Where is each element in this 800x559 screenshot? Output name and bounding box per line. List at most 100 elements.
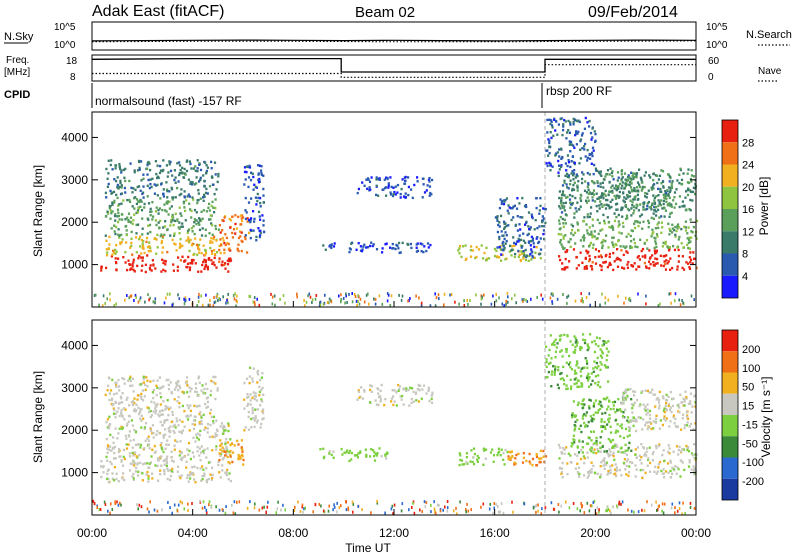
power-cell-8-42	[464, 244, 467, 247]
velocity-cell-6-5	[411, 387, 414, 390]
velocity-cell-2-268	[135, 403, 138, 406]
power-cell-14-119	[598, 171, 601, 175]
velocity-cell-11-54	[628, 429, 631, 432]
power-cell-10-78	[665, 259, 668, 262]
power-cell-0-57	[140, 269, 143, 272]
power-cell-2-78	[213, 211, 216, 214]
velocity-cell-9-169	[656, 470, 659, 473]
velocity-cell-1-128	[229, 453, 232, 457]
velocity-cell-12-48	[559, 372, 562, 376]
velocity-speckle-35	[678, 501, 681, 505]
power-cell-12-149	[576, 189, 579, 192]
power-cell-12-274	[564, 213, 567, 216]
power-cell-3-59	[190, 183, 193, 186]
power-cell-7-43	[407, 176, 410, 179]
velocity-cell-10-108	[620, 410, 623, 413]
velocity-cell-7-14	[469, 460, 472, 463]
velocity-cell-5-30	[357, 452, 360, 455]
power-cell-12-25	[591, 180, 594, 183]
power-cell-13-6	[557, 159, 560, 163]
velocity-cell-0-134	[141, 479, 144, 482]
power-cell-9-50	[512, 236, 515, 239]
power-cell-12-159	[664, 191, 667, 195]
velocity-cell-2-65	[198, 412, 201, 416]
power-cell-12-247	[566, 186, 569, 189]
velocity-cell-1-36	[179, 440, 182, 443]
power-cell-9-73	[523, 254, 526, 257]
power-cell-5-52	[245, 211, 248, 214]
power-cell-10-129	[663, 254, 666, 258]
power-cell-3-90	[120, 169, 123, 172]
velocity-speckle-181	[234, 512, 237, 516]
power-cell-9-152	[510, 218, 513, 222]
power-cell-1-95	[173, 242, 176, 245]
power-speckle-72	[507, 300, 509, 304]
power-cell-8-25	[519, 244, 523, 247]
power-cell-0-113	[152, 263, 155, 266]
power-cell-2-110	[184, 219, 187, 222]
power-cell-3-191	[142, 173, 145, 176]
power-cell-11-156	[629, 234, 632, 238]
velocity-cell-0-166	[225, 472, 228, 476]
velocity-speckle-248	[412, 501, 414, 505]
velocity-cell-11-46	[639, 416, 642, 420]
power-cell-14-90	[649, 176, 652, 179]
velocity-cell-11-41	[635, 420, 638, 423]
velocity-cell-5-36	[354, 454, 357, 457]
velocity-cell-2-187	[216, 389, 219, 392]
velocity-cell-12-15	[575, 377, 578, 380]
power-cell-6-13	[415, 243, 418, 246]
power-cell-14-138	[682, 172, 685, 175]
velocity-cell-8-37	[525, 459, 528, 463]
power-cell-12-78	[602, 213, 605, 217]
velocity-cell-12-180	[569, 340, 572, 343]
velocity-speckle-128	[261, 506, 264, 510]
power-cell-3-23	[198, 162, 201, 165]
power-cell-2-132	[196, 201, 199, 205]
velocity-cell-2-80	[116, 410, 119, 413]
power-cell-9-9	[502, 240, 505, 244]
velocity-speckle-107	[312, 510, 314, 514]
power-cell-11-153	[657, 221, 660, 224]
velocity-cell-11-12	[642, 403, 645, 406]
power-cell-1-73	[179, 242, 182, 245]
power-cell-9-48	[517, 237, 520, 241]
power-cell-3-56	[118, 163, 121, 166]
power-cell-13-96	[578, 120, 581, 124]
velocity-cell-1-136	[135, 455, 138, 458]
velocity-cell-1-199	[180, 451, 183, 455]
power-cell-13-17	[584, 142, 587, 146]
power-cell-11-15	[653, 246, 656, 250]
velocity-cell-1-7	[225, 447, 228, 450]
power-cell-6-30	[429, 243, 432, 247]
power-cell-3-72	[118, 185, 121, 188]
velocity-cell-6-32	[421, 388, 424, 391]
power-cell-13-30	[569, 165, 572, 169]
power-cell-3-62	[148, 162, 151, 165]
power-cell-6-58	[395, 243, 398, 247]
velocity-cell-7-38	[458, 463, 461, 467]
velocity-cell-11-115	[644, 424, 647, 427]
power-cell-7-23	[396, 191, 399, 194]
velocity-cell-10-14	[594, 411, 597, 414]
power-cell-6-5	[384, 243, 387, 246]
velocity-cell-12-17	[576, 362, 579, 365]
power-cell-3-18	[133, 169, 136, 172]
power-cell-10-150	[681, 255, 684, 258]
velocity-cell-11-97	[690, 411, 693, 414]
velocity-cell-5-25	[375, 454, 378, 457]
velocity-cell-2-272	[155, 384, 158, 387]
velocity-speckle-148	[302, 510, 304, 514]
velocity-cell-10-38	[601, 412, 604, 415]
velocity-cell-2-130	[118, 414, 121, 418]
power-cell-3-220	[203, 179, 206, 183]
power-speckle-45	[214, 300, 217, 304]
velocity-cell-1-84	[200, 422, 203, 426]
power-cell-12-259	[595, 192, 598, 195]
power-cell-14-48	[602, 186, 605, 189]
velocity-cell-11-39	[657, 398, 661, 401]
power-cell-13-43	[570, 143, 574, 146]
velocity-cell-11-124	[680, 428, 683, 431]
velocity-speckle-60	[110, 502, 112, 506]
velocity-cell-0-117	[211, 473, 214, 477]
